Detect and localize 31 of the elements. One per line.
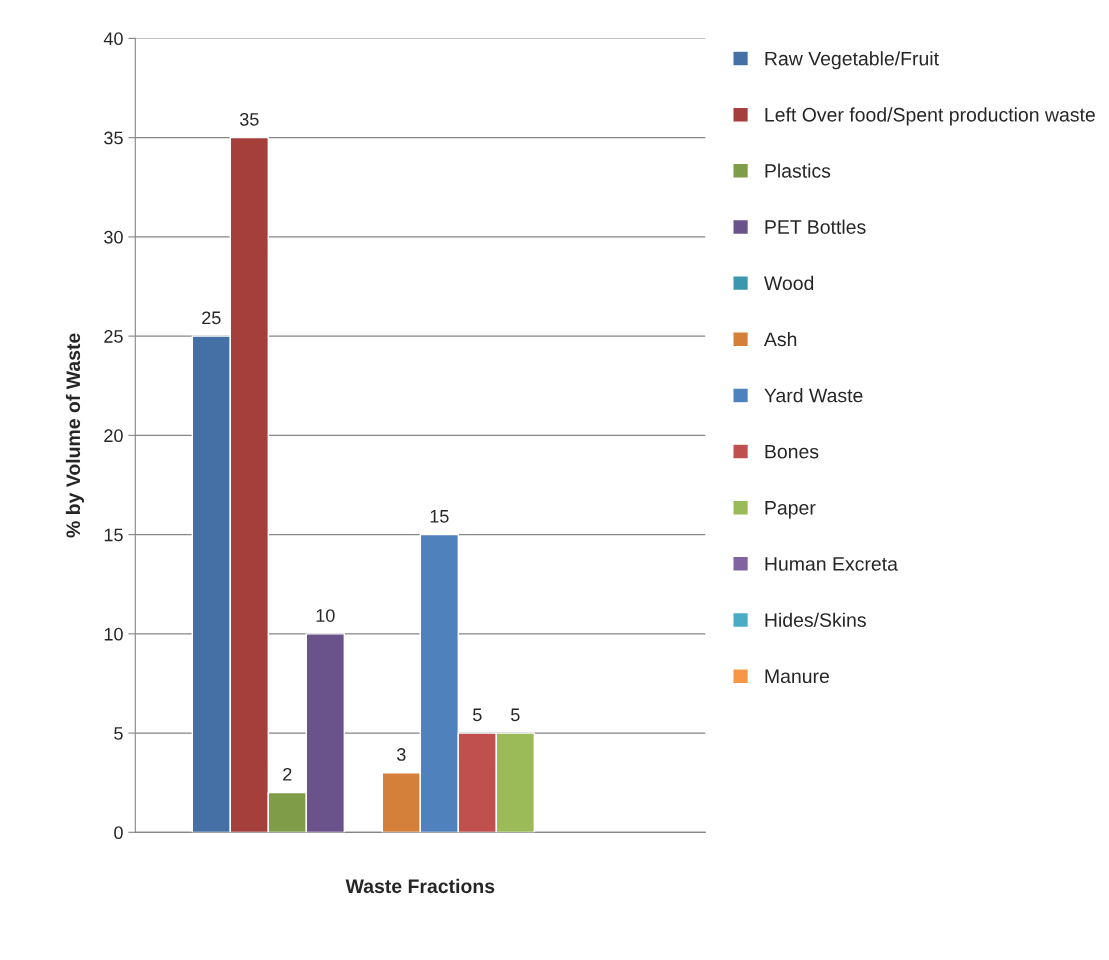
y-tick-label: 30 — [104, 230, 123, 244]
legend-label: Wood — [764, 275, 814, 291]
x-axis-title: Waste Fractions — [345, 878, 495, 894]
legend-label: Human Excreta — [765, 557, 898, 571]
legend-label: Ash — [763, 331, 797, 347]
data-label: 10 — [316, 609, 335, 622]
legend-label: Hides/Skins — [765, 612, 866, 627]
legend-label: Bones — [765, 444, 819, 459]
legend-label: Left Over food/Spent production waste — [765, 107, 1095, 126]
legend-label: Raw Vegetable/Fruit — [765, 51, 939, 70]
legend-label: Yard Waste — [764, 388, 863, 403]
y-tick-label: 5 — [114, 727, 123, 740]
y-tick-label: 0 — [114, 826, 123, 840]
data-label: 5 — [511, 708, 520, 722]
y-tick-label: 10 — [104, 627, 123, 641]
data-label: 3 — [396, 748, 406, 761]
data-label: 15 — [430, 510, 449, 523]
data-label: 2 — [283, 767, 292, 781]
legend-label: PET Bottles — [765, 219, 866, 234]
legend-label: Manure — [765, 669, 829, 684]
y-tick-label: 15 — [104, 528, 123, 542]
y-tick-label: 20 — [104, 429, 123, 443]
y-tick-label: 35 — [104, 131, 123, 145]
data-label: 5 — [473, 708, 482, 722]
y-tick-label: 25 — [104, 330, 123, 343]
y-tick-label: 40 — [103, 32, 123, 46]
data-label: 25 — [202, 311, 221, 325]
legend-label: Plastics — [765, 163, 831, 178]
y-axis-title: % by Volume of Waste — [65, 333, 84, 538]
legend-label: Paper — [765, 501, 816, 519]
data-label: 35 — [239, 112, 259, 126]
